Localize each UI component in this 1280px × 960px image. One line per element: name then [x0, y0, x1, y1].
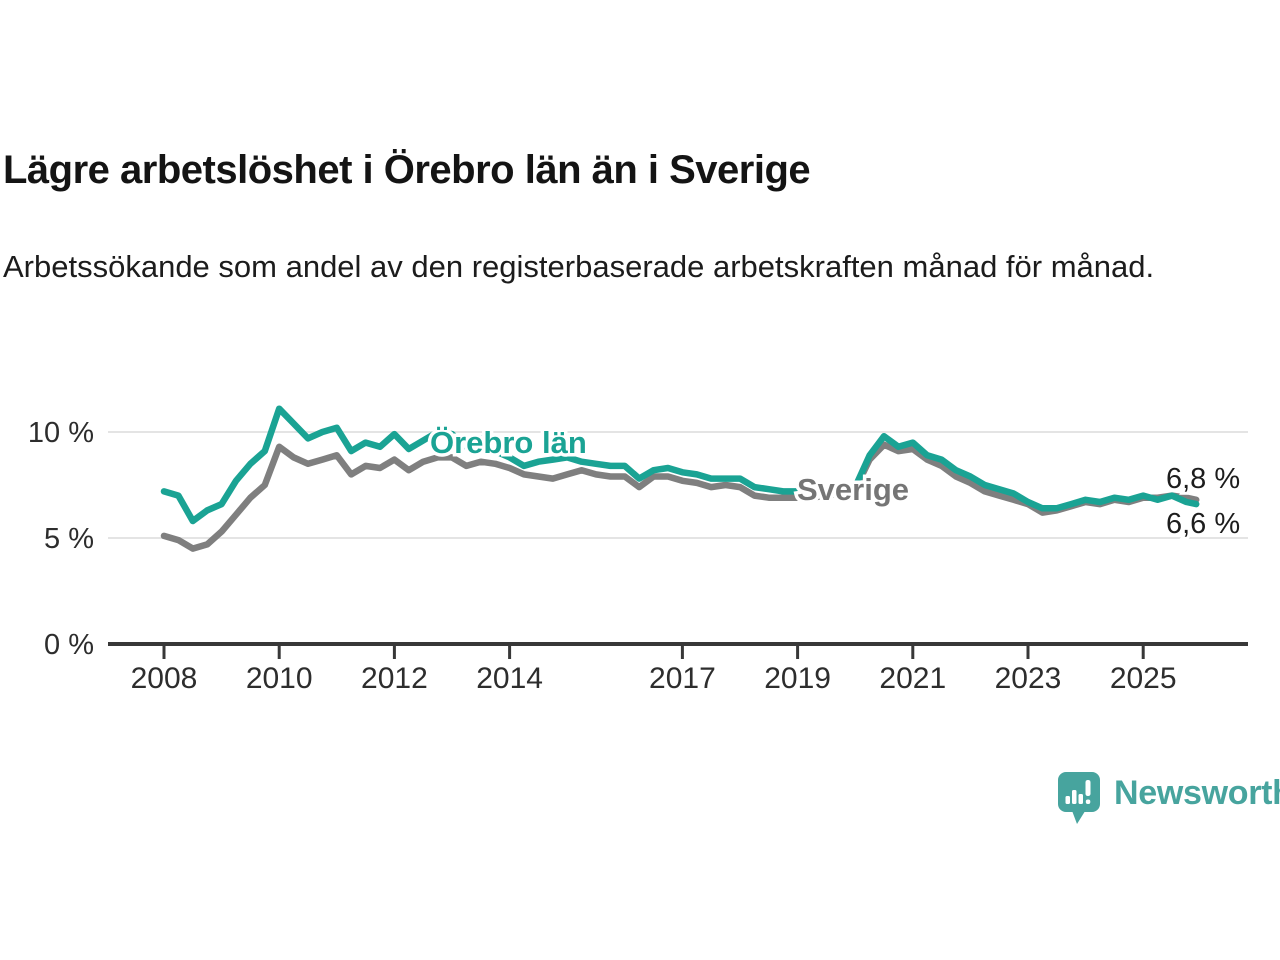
series-label-sverige: Sverige	[797, 472, 909, 507]
series-label-orebro-lan: Örebro län	[430, 425, 587, 460]
unemployment-line-chart: 0 % 5 % 10 % 2008 2010 2012 2014 2017 2019 2021 20…	[28, 405, 1248, 695]
logo-exclamation-icon	[1085, 780, 1091, 796]
newsworthy-logo: Newsworthy	[1056, 770, 1280, 828]
series-line-orebro-lan	[160, 405, 1200, 525]
chart-subtitle: Arbetssökande som andel av den registerb…	[3, 249, 1155, 284]
newsworthy-logo-text: Newsworthy	[1114, 774, 1280, 812]
end-value-label-sverige: 6,8 %	[1166, 463, 1240, 495]
x-axis-label: 2025	[1110, 662, 1177, 695]
x-axis-label: 2014	[476, 662, 543, 695]
x-axis-label: 2010	[246, 662, 313, 695]
x-axis-label: 2017	[649, 662, 716, 695]
y-axis-label: 5 %	[44, 523, 94, 555]
series-line-sverige	[160, 441, 1200, 552]
x-axis-label: 2019	[764, 662, 831, 695]
x-axis-label: 2008	[131, 662, 198, 695]
logo-bar-icon	[1078, 794, 1083, 804]
logo-exclamation-dot	[1085, 799, 1091, 804]
chart-title: Lägre arbetslöshet i Örebro län än i Sve…	[3, 148, 811, 192]
x-axis-label: 2023	[995, 662, 1062, 695]
logo-bar-icon	[1072, 790, 1077, 804]
y-axis-label: 10 %	[28, 417, 94, 449]
newsworthy-logo-icon	[1058, 772, 1100, 824]
logo-bar-icon	[1065, 796, 1070, 804]
y-axis-label: 0 %	[44, 629, 94, 661]
end-value-label-orebro-lan: 6,6 %	[1166, 508, 1240, 540]
x-axis-label: 2021	[879, 662, 946, 695]
x-axis-label: 2012	[361, 662, 428, 695]
